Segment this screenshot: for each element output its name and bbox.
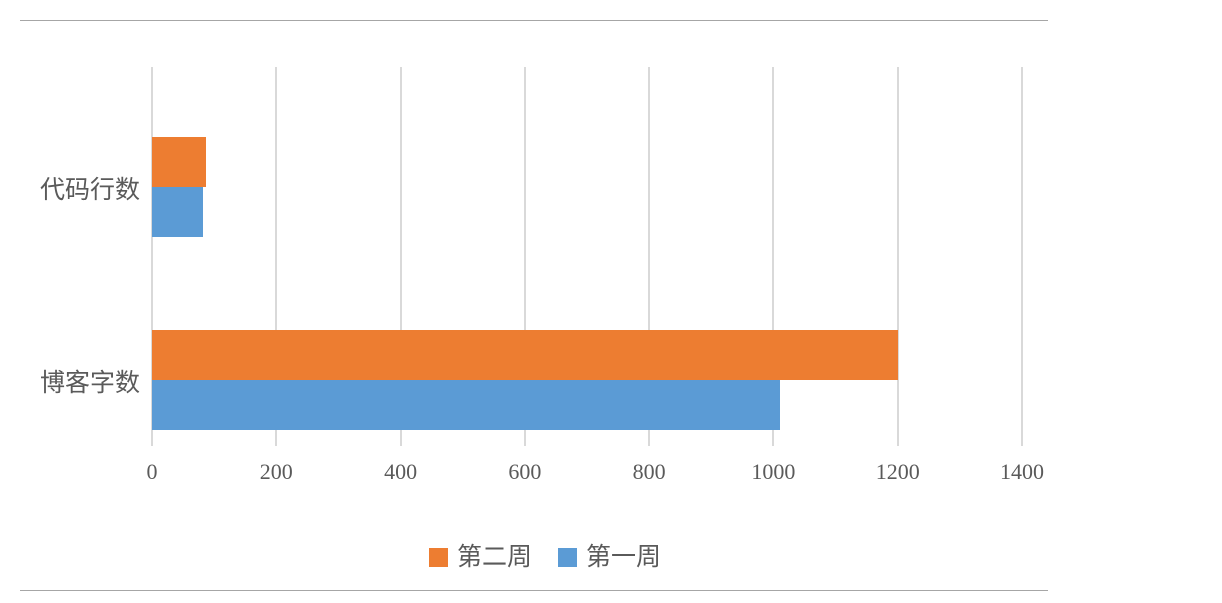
tick-mark-400 [399,434,402,446]
tick-mark-1400 [1021,434,1023,446]
tick-mark-600 [523,434,526,446]
bar-chart[interactable]: 0 200 400 600 800 1000 1200 1400 代码行数博客字数 第二周 第一… [0,24,1090,570]
x-axis-tick-label: 1400 [1000,459,1044,484]
legend-swatch-icon [428,548,448,567]
bottom-divider [20,590,1048,591]
gridline-200 [275,67,278,434]
x-axis-tick-label: 0 [146,459,158,484]
bar-博客字数-第二周[interactable] [152,330,898,380]
x-axis-tick-label: 400 [384,459,418,484]
gridline-0 [151,67,153,434]
x-axis-tick-label: 800 [632,459,666,484]
bar-代码行数-第二周[interactable] [152,137,207,187]
category-label-1: 博客字数 [39,370,140,397]
tick-mark-800 [648,434,651,446]
legend-swatch-icon [558,548,577,567]
gridline-400 [399,67,402,434]
bar-代码行数-第一周[interactable] [152,187,203,237]
x-axis-tick-label: 600 [508,459,542,484]
x-axis-tick-label: 1200 [875,459,920,484]
top-divider [20,20,1048,21]
legend-label: 第二周 [456,544,532,571]
gridline-1400 [1021,67,1023,434]
gridline-1000 [772,67,775,434]
gridline-800 [648,67,651,434]
chart-legend[interactable]: 第二周 第一周 [0,545,1090,570]
x-axis-tick-label: 1000 [751,459,796,484]
legend-item-第一周[interactable]: 第一周 [558,545,661,570]
legend-label: 第一周 [586,544,662,571]
plot-area: 0 200 400 600 800 1000 1200 1400 [147,67,1044,484]
tick-mark-1000 [772,434,775,446]
tick-mark-200 [275,434,278,446]
gridline-600 [523,67,526,434]
x-axis-tick-label: 200 [259,459,293,484]
gridline-1200 [896,67,899,434]
bar-博客字数-第一周[interactable] [152,380,780,430]
legend-item-第二周[interactable]: 第二周 [428,544,532,571]
category-label-0: 代码行数 [39,177,140,204]
tick-mark-0 [151,434,153,446]
tick-mark-1200 [896,434,899,446]
